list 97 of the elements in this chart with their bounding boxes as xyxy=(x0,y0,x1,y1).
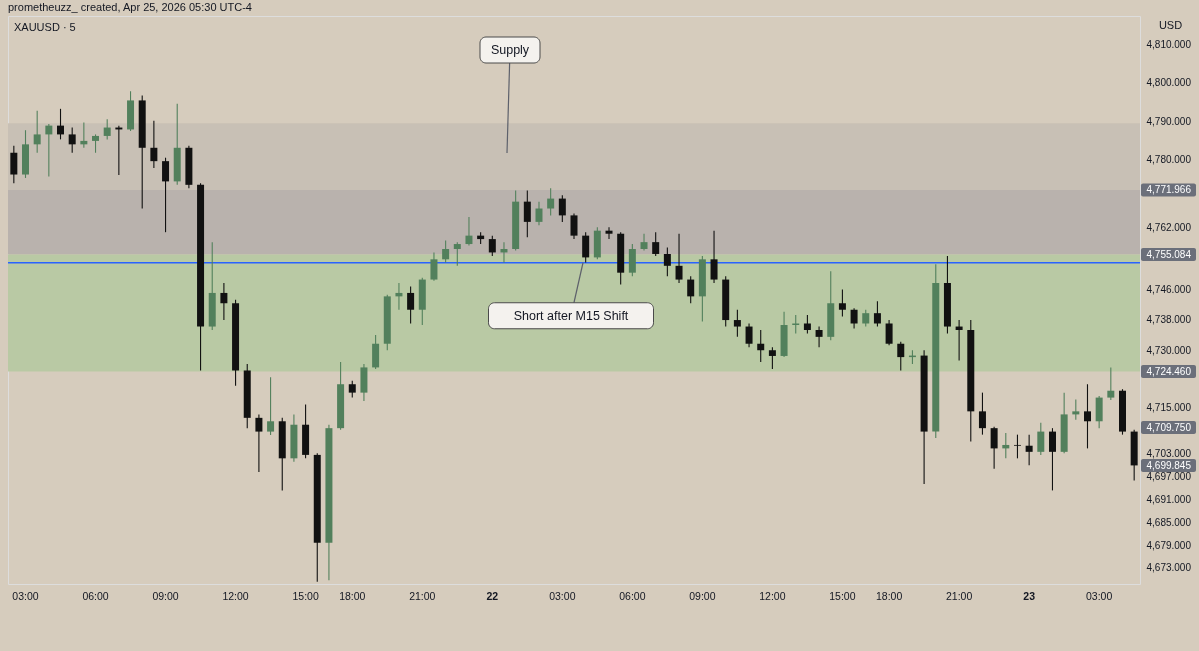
y-tick-label: 4,709.750 xyxy=(1146,422,1192,434)
candlestick xyxy=(1013,434,1021,459)
candlestick xyxy=(710,230,718,284)
candlestick xyxy=(605,226,613,240)
candlestick xyxy=(430,251,438,282)
candlestick xyxy=(628,243,636,277)
candlestick xyxy=(745,322,753,348)
y-tick-label: 4,724.460 xyxy=(1146,365,1192,377)
candlestick xyxy=(1025,434,1033,466)
candlestick xyxy=(687,275,695,304)
y-tick-label: 4,673.000 xyxy=(1146,562,1192,574)
chart-title: XAUUSD · 5 xyxy=(14,21,76,33)
candlestick xyxy=(10,145,18,184)
x-tick-label: 22 xyxy=(486,589,499,602)
x-tick-label: 12:00 xyxy=(759,589,786,602)
candlestick xyxy=(990,426,998,470)
candlestick xyxy=(488,235,496,257)
y-tick-label: 4,699.845 xyxy=(1146,459,1192,471)
candlestick xyxy=(1048,427,1056,491)
candlestick xyxy=(1072,398,1080,421)
x-tick-label: 21:00 xyxy=(945,589,973,602)
y-tick-label: 4,703.000 xyxy=(1146,447,1192,459)
y-axis-title: USD xyxy=(1158,18,1183,31)
candlestick xyxy=(1095,395,1103,429)
candlestick xyxy=(1107,366,1115,401)
candlestick xyxy=(803,314,811,334)
x-tick-label: 06:00 xyxy=(619,589,646,602)
text: prometheuzz_ created, Apr 25, 2026 05:30 UTC-4 xyxy=(8,1,252,13)
y-tick-label: 4,679.000 xyxy=(1146,539,1192,551)
candlestick xyxy=(757,329,765,363)
candlestick xyxy=(372,334,380,370)
ref-line-label: Short after M15 Shift xyxy=(513,308,629,323)
candlestick xyxy=(570,212,578,240)
candlestick xyxy=(442,240,450,263)
y-tick-label: 4,730.000 xyxy=(1146,344,1192,356)
candlestick xyxy=(45,123,53,177)
annotation: Supply xyxy=(490,43,530,57)
candlestick xyxy=(792,314,800,334)
candlestick xyxy=(675,233,683,284)
y-tick-label: 4,738.000 xyxy=(1146,314,1192,326)
x-tick-label: 12:00 xyxy=(222,589,249,602)
x-tick-label: 23 xyxy=(1023,589,1036,602)
x-tick-label: 09:00 xyxy=(689,589,716,602)
candlestick xyxy=(838,288,846,318)
y-tick-label: 4,697.000 xyxy=(1146,470,1192,482)
candlestick xyxy=(523,190,531,238)
candlestick xyxy=(885,319,893,346)
x-tick-label: 21:00 xyxy=(409,589,436,602)
candlestick xyxy=(535,201,543,226)
candlestick xyxy=(815,326,823,348)
candlestick xyxy=(255,413,263,473)
candlestick xyxy=(640,233,648,252)
candlestick xyxy=(220,282,228,321)
y-tick-label: 4,755.084 xyxy=(1146,248,1192,260)
candlestick xyxy=(150,120,158,169)
y-tick-label: 4,746.000 xyxy=(1146,283,1192,295)
y-tick-label: 4,790.000 xyxy=(1146,115,1192,127)
candlestick xyxy=(663,246,671,277)
y-tick-label: 4,762.000 xyxy=(1146,222,1192,234)
candlestick xyxy=(582,231,590,263)
candlestick xyxy=(162,157,170,233)
candlestick xyxy=(267,376,275,436)
candlestick xyxy=(453,241,461,267)
candlestick xyxy=(465,216,473,247)
y-tick-label: 4,685.000 xyxy=(1146,516,1192,528)
candlestick xyxy=(547,187,555,216)
candlestick xyxy=(1083,383,1091,449)
candlestick xyxy=(33,110,41,154)
x-tick-label: 18:00 xyxy=(875,589,903,602)
candlestick xyxy=(1037,422,1045,456)
y-tick-label: 4,715.000 xyxy=(1146,402,1192,414)
candlestick xyxy=(873,300,881,328)
x-tick-label: 03:00 xyxy=(549,589,576,602)
x-tick-label: 03:00 xyxy=(1086,589,1113,602)
x-tick-label: 18:00 xyxy=(339,589,366,602)
candlestick xyxy=(103,118,111,140)
x-tick-label: 06:00 xyxy=(82,589,109,602)
candlestick xyxy=(978,392,986,436)
candlestick xyxy=(92,133,100,154)
candlestick xyxy=(850,307,858,330)
y-tick-label: 4,810.000 xyxy=(1146,39,1192,51)
y-tick-label: 4,691.000 xyxy=(1146,493,1192,505)
y-tick-label: 4,771.966 xyxy=(1146,184,1192,196)
candlestick xyxy=(897,341,905,372)
x-tick-label: 03:00 xyxy=(12,589,39,602)
candlestick xyxy=(57,108,65,140)
y-tick-label: 4,800.000 xyxy=(1146,77,1192,89)
y-tick-label: 4,780.000 xyxy=(1146,153,1192,165)
candlestick xyxy=(558,194,566,223)
x-tick-label: 15:00 xyxy=(829,589,856,602)
x-tick-label: 09:00 xyxy=(152,589,179,602)
candlestick xyxy=(768,346,776,370)
candlestick xyxy=(652,231,660,257)
x-tick-label: 15:00 xyxy=(292,589,319,602)
candlestick xyxy=(68,126,76,154)
candlestick xyxy=(407,285,415,325)
candlestick xyxy=(733,309,741,338)
